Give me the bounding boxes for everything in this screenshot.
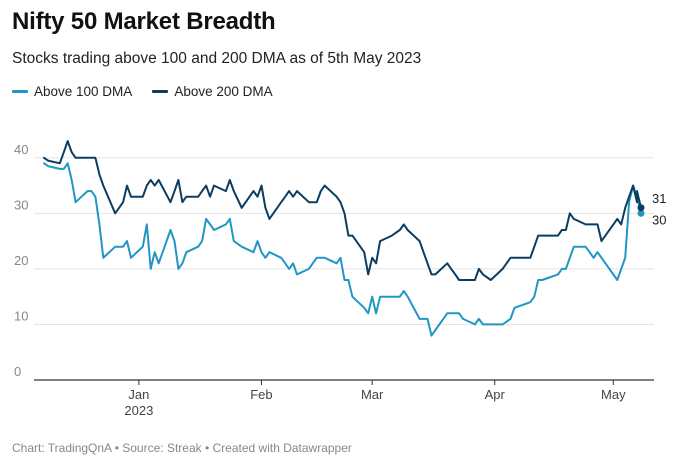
end-label-above-100-dma: 30 bbox=[652, 212, 666, 227]
end-point-above-200-dma bbox=[637, 204, 645, 212]
x-tick-label-may: May bbox=[601, 387, 626, 402]
legend-label-above-100: Above 100 DMA bbox=[34, 84, 133, 99]
legend-label-above-200: Above 200 DMA bbox=[174, 84, 273, 99]
chart-title: Nifty 50 Market Breadth bbox=[12, 8, 276, 35]
series-line-above-100-dma bbox=[43, 162, 642, 337]
end-point-above-100-dma bbox=[637, 209, 645, 217]
legend: Above 100 DMA Above 200 DMA bbox=[12, 84, 273, 99]
y-tick-label-10: 10 bbox=[14, 308, 28, 323]
y-tick-label-30: 30 bbox=[14, 197, 28, 212]
y-tick-label-0: 0 bbox=[14, 364, 21, 379]
x-tick-sublabel-jan: 2023 bbox=[124, 403, 153, 418]
legend-swatch-above-200 bbox=[152, 90, 169, 93]
chart-footer: Chart: TradingQnA • Source: Streak • Cre… bbox=[12, 441, 352, 455]
legend-item-above-200: Above 200 DMA bbox=[152, 84, 273, 99]
y-tick-label-20: 20 bbox=[14, 253, 28, 268]
x-tick-label-jan: Jan bbox=[128, 387, 149, 402]
x-tick-label-mar: Mar bbox=[361, 387, 384, 402]
series-line-above-200-dma bbox=[43, 140, 642, 281]
x-tick-label-feb: Feb bbox=[250, 387, 272, 402]
legend-item-above-100: Above 100 DMA bbox=[12, 84, 132, 99]
legend-swatch-above-100 bbox=[12, 90, 28, 93]
y-tick-label-40: 40 bbox=[14, 142, 28, 157]
x-tick-label-apr: Apr bbox=[485, 387, 506, 402]
chart-subtitle: Stocks trading above 100 and 200 DMA as … bbox=[12, 50, 422, 67]
end-label-above-200-dma: 31 bbox=[652, 191, 666, 206]
